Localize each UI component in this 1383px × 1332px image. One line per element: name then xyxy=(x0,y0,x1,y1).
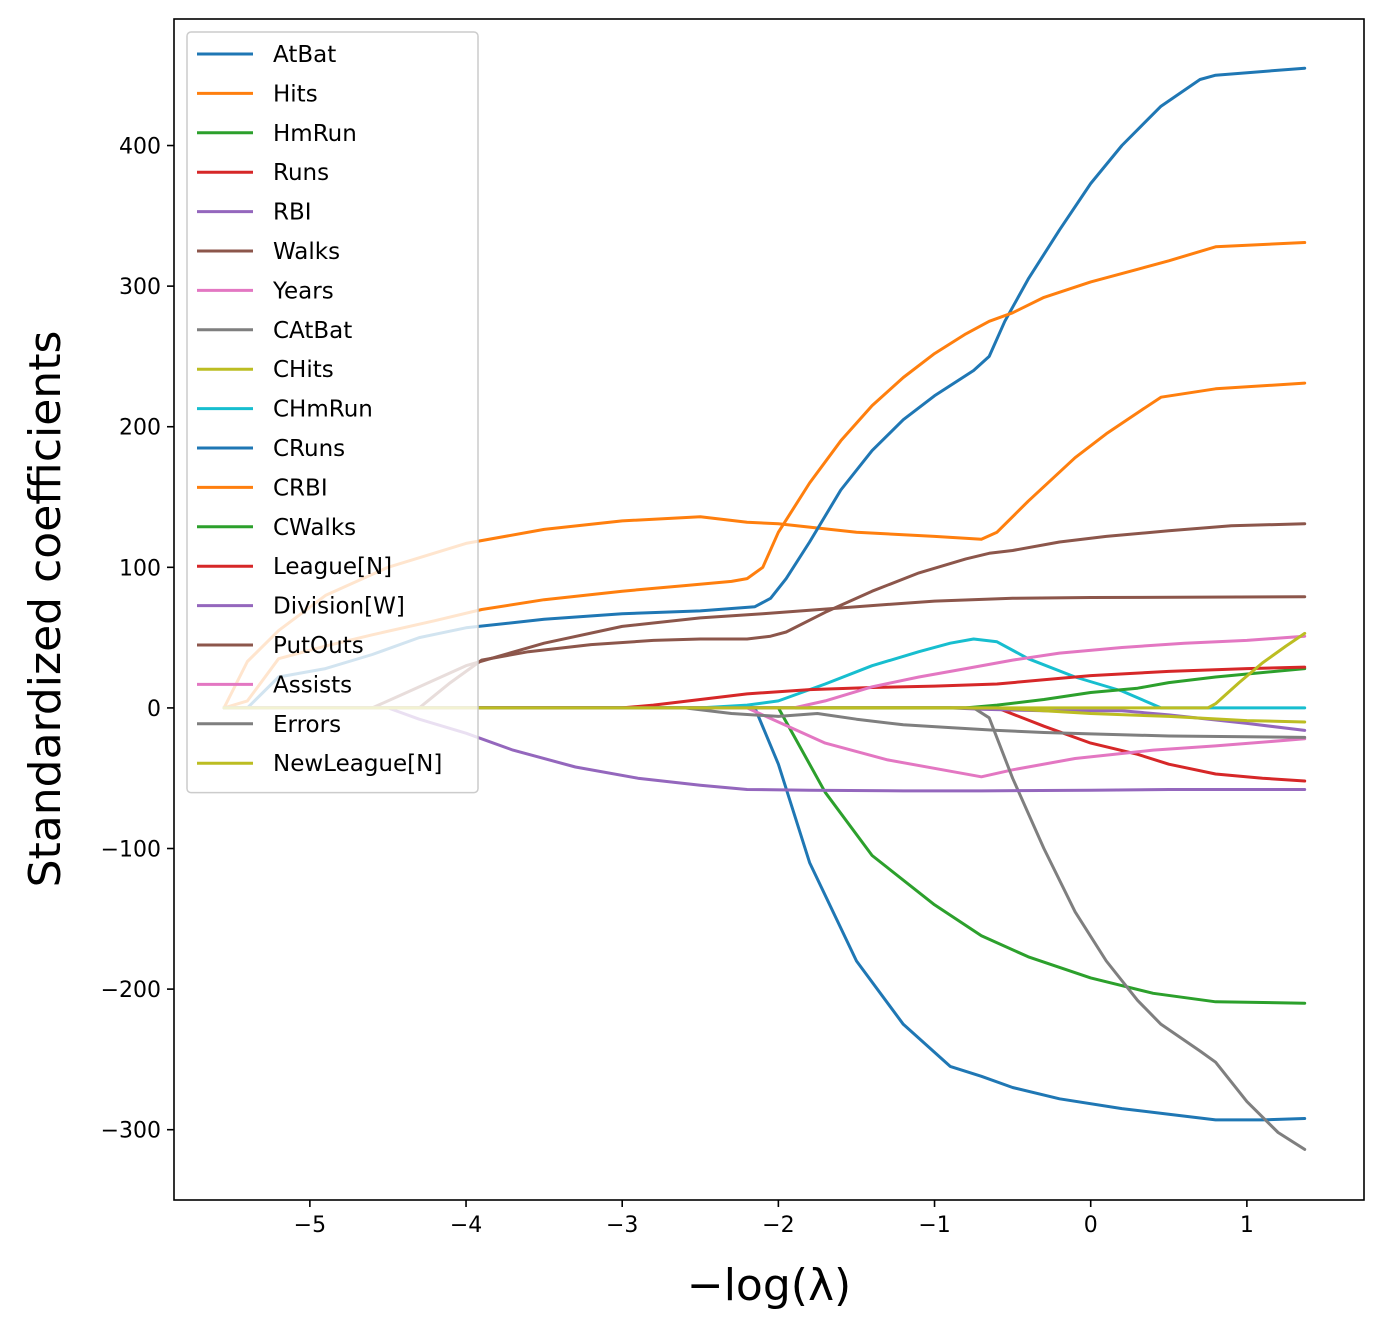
legend-label: Errors xyxy=(273,712,341,738)
legend-label: CAtBat xyxy=(273,318,352,344)
legend-label: Assists xyxy=(273,672,352,698)
series-line-17 xyxy=(222,706,1307,739)
legend-label: Hits xyxy=(273,81,318,107)
legend-label: NewLeague[N] xyxy=(273,751,442,777)
legend-label: Years xyxy=(272,278,334,304)
legend-label: AtBat xyxy=(273,42,336,68)
legend: AtBat Hits HmRun Runs RBI Walks Years CAtBat CHi… xyxy=(186,31,479,794)
y-axis: −300 −200 −100 0 100 200 300 400 xyxy=(101,135,174,1144)
y-axis-title: Standardized coefficients xyxy=(20,331,71,888)
y-tick-label: 400 xyxy=(119,135,161,160)
y-tick-label: −300 xyxy=(101,1119,161,1144)
y-tick-label: 200 xyxy=(119,416,161,441)
series-lines xyxy=(222,66,1307,1151)
legend-label: CHits xyxy=(273,357,334,383)
legend-label: CWalks xyxy=(273,515,356,541)
x-tick-label: −3 xyxy=(606,1213,638,1238)
series-line-18 xyxy=(222,631,1307,710)
legend-label: Walks xyxy=(273,239,340,265)
x-tick-label: 1 xyxy=(1240,1213,1254,1238)
legend-box xyxy=(186,31,479,794)
series-line-15 xyxy=(222,522,1307,710)
series-line-9 xyxy=(222,637,1307,710)
x-axis-title: −log(λ) xyxy=(687,1260,851,1311)
x-tick-label: −5 xyxy=(294,1213,326,1238)
series-line-7 xyxy=(222,706,1307,1151)
legend-label: Runs xyxy=(273,160,329,186)
legend-label: RBI xyxy=(273,200,312,226)
series-line-13 xyxy=(222,665,1307,710)
y-tick-label: 300 xyxy=(119,275,161,300)
series-line-0 xyxy=(222,706,1307,1122)
legend-label: CHmRun xyxy=(273,397,373,423)
y-tick-label: −100 xyxy=(101,838,161,863)
y-tick-label: 0 xyxy=(147,697,161,722)
legend-label: CRuns xyxy=(273,436,345,462)
legend-label: CRBI xyxy=(273,475,328,501)
x-tick-label: 0 xyxy=(1084,1213,1098,1238)
series-line-2 xyxy=(222,706,1307,1005)
x-axis: −5 −4 −3 −2 −1 0 1 xyxy=(294,1200,1254,1238)
legend-label: HmRun xyxy=(273,121,357,147)
x-tick-label: −2 xyxy=(762,1213,794,1238)
legend-label: Division[W] xyxy=(273,594,405,620)
series-line-3 xyxy=(222,706,1307,783)
y-tick-label: 100 xyxy=(119,556,161,581)
series-line-6 xyxy=(222,706,1307,779)
x-tick-label: −4 xyxy=(450,1213,482,1238)
x-tick-label: −1 xyxy=(918,1213,950,1238)
legend-label: PutOuts xyxy=(273,633,364,659)
y-tick-label: −200 xyxy=(101,978,161,1003)
series-line-16 xyxy=(222,634,1307,710)
legend-label: League[N] xyxy=(273,554,392,580)
plot-frame xyxy=(173,18,1365,1201)
